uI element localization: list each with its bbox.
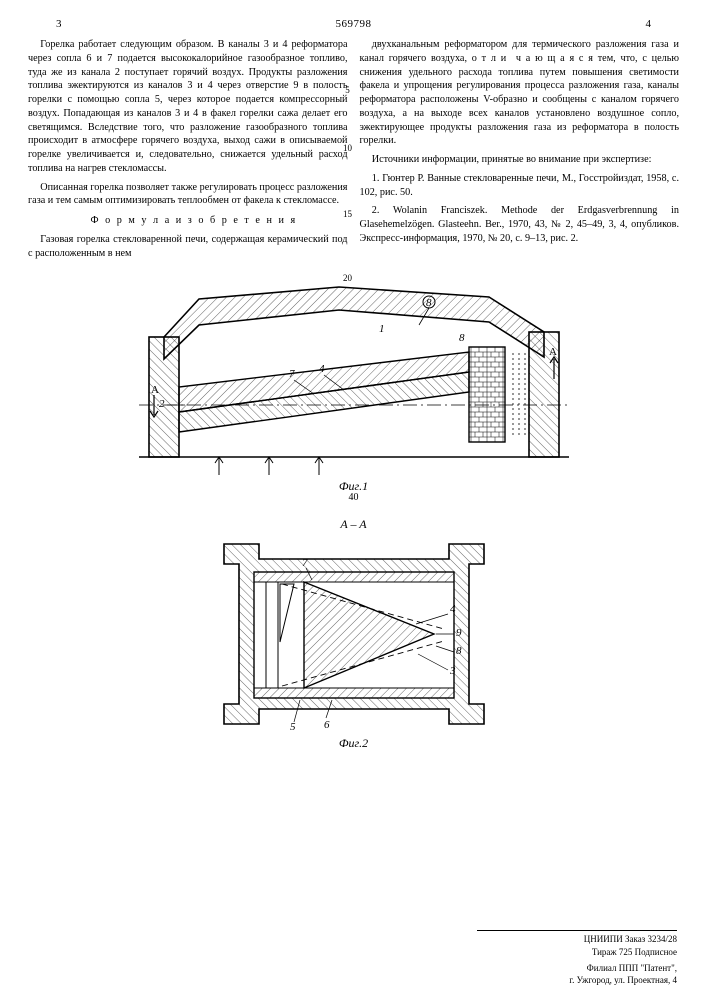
svg-text:8: 8 [456,645,462,657]
figure-1-svg: 1 8 7 4 2 8 A A [119,277,589,477]
sources-heading: Источники информации, принятые во вниман… [360,153,680,167]
paragraph: Описанная горелка позволяет также регули… [28,181,348,209]
paragraph: двухканальным реформатором для термическ… [360,38,680,148]
paragraph: Газовая горелка стекловаренной печи, сод… [28,233,348,261]
svg-text:2: 2 [159,398,165,410]
svg-text:1: 1 [379,323,385,335]
svg-text:8: 8 [459,332,465,344]
document-number: 569798 [28,18,679,30]
reference: 2. Wolanin Franciszek. Methode der Erdga… [360,204,680,245]
text-columns: 5 10 15 20 Горелка работает следующим об… [28,38,679,265]
page-number-right: 4 [646,18,652,30]
page-number-left: 3 [56,18,62,30]
svg-text:4: 4 [450,603,456,615]
imprint-footer: ЦНИИПИ Заказ 3234/28 Тираж 725 Подписное… [477,930,677,986]
figure-2-section: A – A [340,517,366,532]
paragraph: Горелка работает следующим образом. В ка… [28,38,348,176]
svg-text:7: 7 [302,557,308,569]
footer-line: г. Ужгород, ул. Проектная, 4 [477,974,677,986]
svg-text:8: 8 [426,297,432,309]
line-number: 10 [342,142,354,154]
page-header: 3 569798 4 [28,18,679,30]
line-number: 5 [342,84,354,96]
footer-line: ЦНИИПИ Заказ 3234/28 [477,933,677,945]
svg-text:3: 3 [449,665,456,677]
footer-line: Тираж 725 Подписное [477,946,677,958]
figure-2: A – A 7 4 9 8 [28,517,679,751]
figure-1: 1 8 7 4 2 8 A A Фиг.1 40 [28,277,679,503]
figure-2-svg: 7 4 9 8 3 6 5 [204,534,504,734]
formula-heading: Ф о р м у л а и з о б р е т е н и я [28,214,348,228]
svg-text:4: 4 [319,363,325,375]
svg-text:A: A [549,346,557,358]
svg-text:5: 5 [290,721,296,733]
svg-text:9: 9 [456,627,462,639]
figure-2-label: Фиг.2 [339,736,368,751]
page-mark-40: 40 [349,492,359,503]
line-number: 15 [342,208,354,220]
svg-text:7: 7 [289,368,295,380]
left-column: 5 10 15 20 Горелка работает следующим об… [28,38,348,265]
figures-area: 1 8 7 4 2 8 A A Фиг.1 40 A [28,277,679,751]
svg-text:A: A [151,384,159,396]
right-column: двухканальным реформатором для термическ… [360,38,680,265]
footer-line: Филиал ППП "Патент", [477,962,677,974]
svg-text:6: 6 [324,719,330,731]
reference: 1. Гюнтер Р. Ванные стекловаренные печи,… [360,172,680,200]
